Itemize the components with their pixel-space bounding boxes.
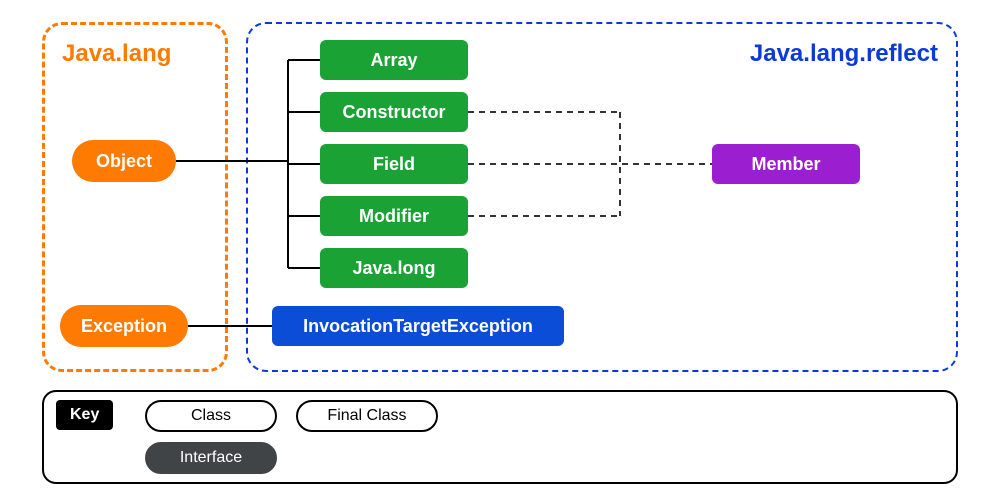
node-field: Field bbox=[320, 144, 468, 184]
node-constructor: Constructor bbox=[320, 92, 468, 132]
panel-java-lang-title: Java.lang bbox=[62, 40, 171, 68]
legend-item-final-class: Final Class bbox=[296, 400, 438, 432]
node-object: Object bbox=[72, 140, 176, 182]
panel-java-lang-reflect-title: Java.lang.reflect bbox=[750, 40, 938, 68]
node-array: Array bbox=[320, 40, 468, 80]
legend-key-label: Key bbox=[56, 400, 113, 430]
node-javalong: Java.long bbox=[320, 248, 468, 288]
node-member: Member bbox=[712, 144, 860, 184]
node-invocation-target-exception: InvocationTargetException bbox=[272, 306, 564, 346]
node-modifier: Modifier bbox=[320, 196, 468, 236]
node-exception: Exception bbox=[60, 305, 188, 347]
legend-item-interface: Interface bbox=[145, 442, 277, 474]
legend-item-class: Class bbox=[145, 400, 277, 432]
diagram-canvas: Java.lang Java.lang.reflect Object Excep… bbox=[0, 0, 1000, 500]
